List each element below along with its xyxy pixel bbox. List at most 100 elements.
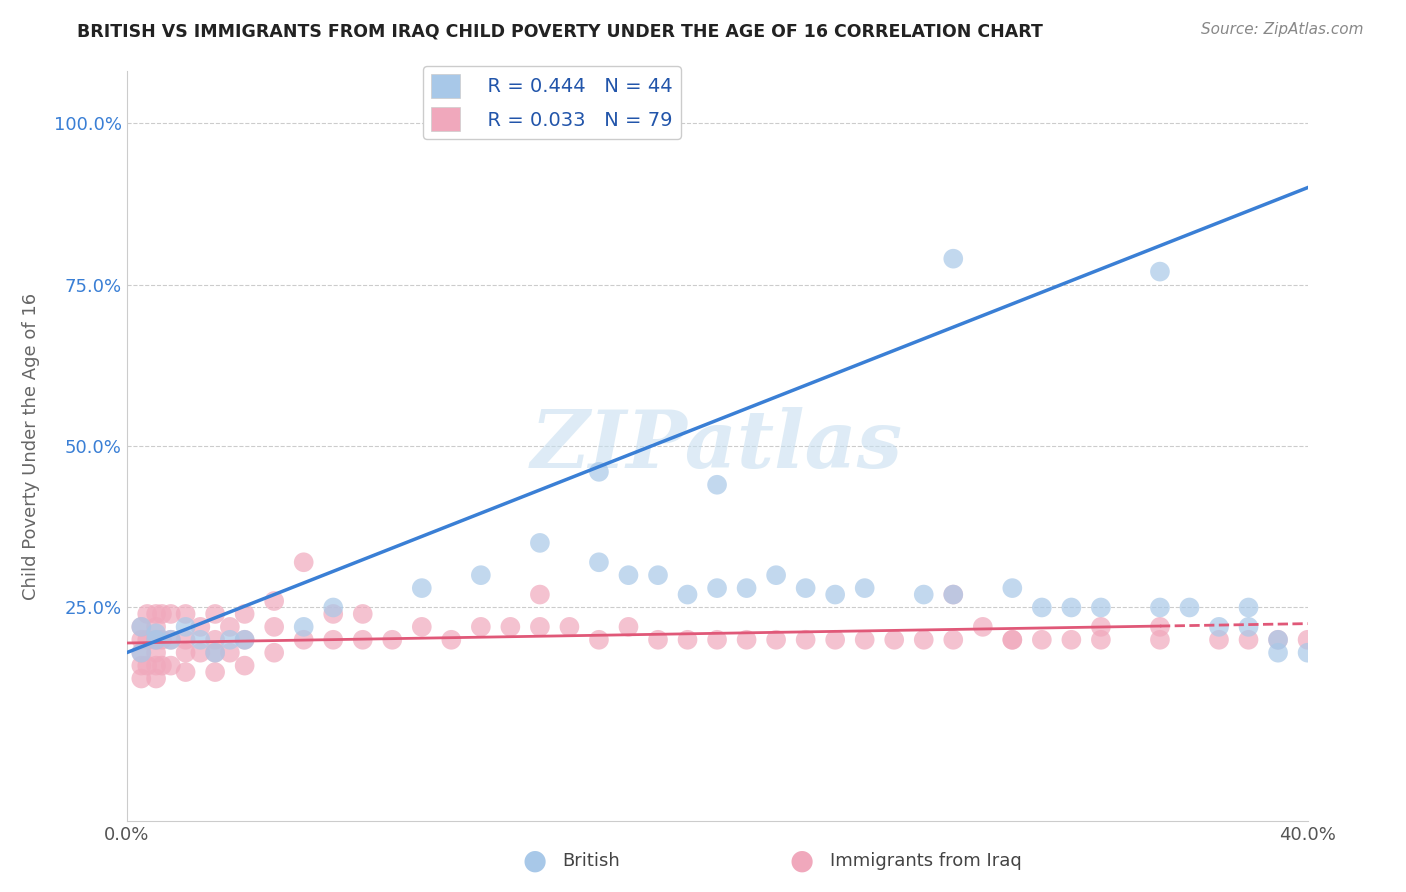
- Point: [972, 620, 994, 634]
- Point: [145, 632, 167, 647]
- Text: BRITISH VS IMMIGRANTS FROM IRAQ CHILD POVERTY UNDER THE AGE OF 16 CORRELATION CH: BRITISH VS IMMIGRANTS FROM IRAQ CHILD PO…: [77, 22, 1043, 40]
- Point: [735, 632, 758, 647]
- Point: [322, 600, 344, 615]
- Text: ZIPatlas: ZIPatlas: [531, 408, 903, 484]
- Point: [219, 646, 242, 660]
- Point: [174, 632, 197, 647]
- Point: [824, 588, 846, 602]
- Point: [676, 588, 699, 602]
- Point: [912, 632, 935, 647]
- Point: [617, 620, 640, 634]
- Point: [411, 581, 433, 595]
- Point: [129, 632, 153, 647]
- Point: [136, 607, 159, 621]
- Point: [470, 620, 492, 634]
- Point: [942, 588, 965, 602]
- Point: [263, 594, 285, 608]
- Point: [145, 626, 167, 640]
- Point: [794, 632, 817, 647]
- Point: [174, 620, 197, 634]
- Point: [145, 646, 167, 660]
- Point: [440, 632, 463, 647]
- Point: [233, 632, 256, 647]
- Point: [735, 581, 758, 595]
- Point: [150, 607, 173, 621]
- Point: [470, 568, 492, 582]
- Point: [352, 607, 374, 621]
- Point: [160, 632, 183, 647]
- Point: [794, 581, 817, 595]
- Point: [160, 607, 183, 621]
- Point: [188, 620, 212, 634]
- Point: [145, 658, 167, 673]
- Point: [1090, 600, 1112, 615]
- Point: [706, 632, 728, 647]
- Point: [1090, 620, 1112, 634]
- Point: [174, 646, 197, 660]
- Point: [204, 646, 226, 660]
- Point: [174, 607, 197, 621]
- Point: [1060, 600, 1083, 615]
- Point: [381, 632, 404, 647]
- Point: [263, 646, 285, 660]
- Point: [1267, 632, 1289, 647]
- Point: [145, 607, 167, 621]
- Point: [529, 620, 551, 634]
- Point: [912, 588, 935, 602]
- Point: [233, 632, 256, 647]
- Point: [292, 620, 315, 634]
- Point: [219, 632, 242, 647]
- Point: [1208, 632, 1230, 647]
- Point: [558, 620, 581, 634]
- Point: [292, 632, 315, 647]
- Text: British: British: [562, 852, 620, 870]
- Point: [129, 646, 153, 660]
- Point: [1031, 600, 1053, 615]
- Point: [1090, 632, 1112, 647]
- Point: [824, 632, 846, 647]
- Point: [617, 568, 640, 582]
- Point: [352, 632, 374, 647]
- Point: [588, 555, 610, 569]
- Point: [174, 665, 197, 679]
- Point: [1237, 620, 1260, 634]
- Point: [1237, 600, 1260, 615]
- Point: [706, 477, 728, 491]
- Point: [204, 632, 226, 647]
- Point: [188, 632, 212, 647]
- Point: [204, 607, 226, 621]
- Point: [1149, 264, 1171, 278]
- Point: [942, 252, 965, 266]
- Point: [765, 568, 787, 582]
- Point: [136, 632, 159, 647]
- Point: [706, 581, 728, 595]
- Point: [263, 620, 285, 634]
- Point: [188, 646, 212, 660]
- Point: [853, 581, 876, 595]
- Point: [883, 632, 905, 647]
- Point: [499, 620, 522, 634]
- Point: [1208, 620, 1230, 634]
- Point: [411, 620, 433, 634]
- Point: [588, 632, 610, 647]
- Point: [204, 646, 226, 660]
- Point: [647, 632, 669, 647]
- Point: [647, 568, 669, 582]
- Point: [1296, 632, 1319, 647]
- Point: [129, 646, 153, 660]
- Point: [129, 620, 153, 634]
- Point: [1237, 632, 1260, 647]
- Point: [233, 658, 256, 673]
- Point: [129, 658, 153, 673]
- Legend:   R = 0.444   N = 44,   R = 0.033   N = 79: R = 0.444 N = 44, R = 0.033 N = 79: [423, 66, 681, 139]
- Point: [1001, 581, 1024, 595]
- Point: [322, 607, 344, 621]
- Point: [588, 465, 610, 479]
- Point: [150, 632, 173, 647]
- Point: [676, 632, 699, 647]
- Point: [1178, 600, 1201, 615]
- Point: [136, 658, 159, 673]
- Text: Immigrants from Iraq: Immigrants from Iraq: [830, 852, 1021, 870]
- Point: [129, 672, 153, 686]
- Point: [1267, 646, 1289, 660]
